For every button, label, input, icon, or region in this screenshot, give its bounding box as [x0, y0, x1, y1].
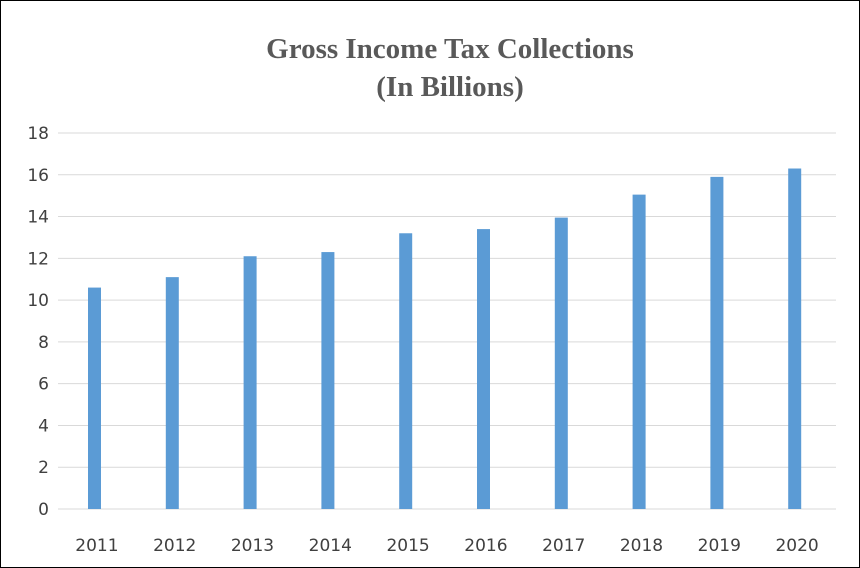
y-tick-label: 18 [27, 124, 49, 144]
y-tick-label: 14 [27, 208, 49, 228]
y-tick-label: 4 [38, 416, 49, 436]
x-tick-label-2012: 2012 [153, 536, 196, 556]
bar-2020 [788, 168, 802, 509]
y-tick-label: 0 [38, 500, 49, 520]
x-tick-label-2011: 2011 [75, 536, 118, 556]
x-tick-label-2019: 2019 [698, 536, 741, 556]
chart-title-line-1: Gross Income Tax Collections [266, 33, 634, 65]
y-tick-label: 2 [38, 458, 49, 478]
gridlines [58, 132, 836, 510]
x-tick-label-2018: 2018 [620, 536, 663, 556]
bar-2017 [554, 217, 568, 509]
bar-2016 [477, 229, 490, 510]
y-tick-label: 6 [38, 375, 49, 395]
x-tick-label-2015: 2015 [386, 536, 429, 556]
y-tick-label: 10 [27, 291, 49, 311]
x-tick-label-2016: 2016 [464, 536, 507, 556]
y-tick-label: 8 [38, 333, 49, 353]
bar-2019 [710, 176, 724, 509]
y-tick-label: 16 [27, 166, 49, 186]
bar-2012 [165, 277, 179, 509]
x-axis-ticks: 2011 2012 2013 2014 2015 2016 2017 2018 2019 2020 [75, 536, 818, 556]
x-tick-label-2020: 2020 [775, 536, 818, 556]
bar-2018 [632, 194, 646, 509]
y-axis-ticks: 0 2 4 6 8 10 12 14 16 18 [27, 124, 49, 520]
bar-2011 [88, 287, 101, 509]
bar-2013 [243, 256, 257, 509]
x-tick-label-2013: 2013 [231, 536, 274, 556]
chart-title-line-2: (In Billions) [376, 71, 523, 103]
bars [88, 168, 802, 510]
bar-2015 [399, 233, 413, 509]
bar-2014 [321, 252, 335, 510]
y-tick-label: 12 [27, 249, 49, 269]
x-tick-label-2017: 2017 [542, 536, 585, 556]
x-tick-label-2014: 2014 [309, 536, 352, 556]
